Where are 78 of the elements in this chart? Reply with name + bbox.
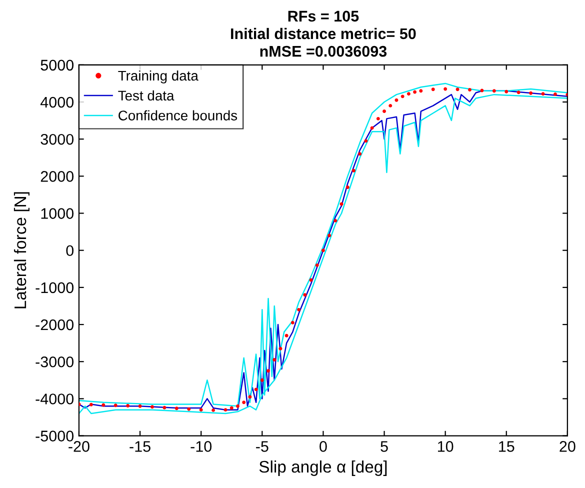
- x-tick-label: 15: [499, 441, 514, 452]
- point: [358, 152, 362, 156]
- point: [89, 402, 93, 406]
- y-tick-label: 1000: [41, 208, 74, 219]
- point: [278, 346, 282, 350]
- y-tick-label: 3000: [40, 134, 74, 145]
- point: [150, 405, 154, 409]
- point: [138, 404, 142, 408]
- point: [126, 404, 130, 408]
- point: [406, 92, 410, 96]
- y-tick-label: -5000: [36, 430, 74, 442]
- point: [413, 90, 417, 94]
- x-tick-label: -10: [190, 441, 212, 452]
- point: [516, 90, 520, 94]
- point: [212, 408, 216, 412]
- point: [303, 293, 307, 297]
- point: [456, 88, 460, 92]
- point: [529, 91, 533, 95]
- point: [230, 406, 234, 410]
- x-axis-title: Slip angle α [deg]: [259, 460, 387, 476]
- point: [321, 248, 325, 252]
- x-tick-label: -20: [68, 441, 90, 452]
- point: [376, 116, 380, 120]
- y-tick-label: 4000: [40, 96, 74, 108]
- point: [102, 403, 106, 407]
- y-tick-label: 0: [66, 245, 74, 256]
- point: [388, 104, 392, 108]
- x-tick-label: -15: [130, 441, 150, 452]
- point: [162, 406, 166, 410]
- point: [364, 139, 368, 143]
- point: [187, 407, 191, 411]
- x-tick-label: 20: [560, 441, 576, 452]
- x-tick-label: 0: [320, 441, 327, 452]
- y-axis-title: Lateral force [N]: [14, 192, 30, 308]
- point: [400, 94, 404, 98]
- point: [431, 88, 435, 92]
- point: [492, 89, 496, 93]
- point: [382, 110, 386, 113]
- point: [224, 408, 228, 412]
- point: [504, 90, 508, 94]
- point: [334, 218, 338, 222]
- point: [254, 388, 258, 392]
- y-tick-label: -1000: [36, 282, 74, 294]
- point: [370, 126, 374, 130]
- legend-label: Test data: [118, 90, 174, 101]
- point: [297, 308, 301, 312]
- y-tick-label: 2000: [40, 171, 74, 182]
- point: [554, 92, 557, 96]
- point: [315, 263, 319, 267]
- point: [248, 395, 252, 399]
- y-tick-label: -4000: [36, 394, 74, 404]
- point: [346, 186, 350, 190]
- point: [114, 404, 118, 408]
- x-tick-label: 10: [438, 441, 454, 452]
- chart-title: RFs = 105 Initial distance metric= 50 nMSE =0.0036093: [231, 10, 416, 57]
- point: [290, 320, 294, 324]
- point: [174, 406, 178, 410]
- point: [236, 404, 240, 408]
- point: [394, 98, 398, 102]
- point: [260, 378, 264, 382]
- y-tick-label: -2000: [36, 319, 74, 330]
- point: [468, 88, 472, 92]
- x-tick-label: -5: [256, 441, 268, 452]
- point: [328, 234, 332, 238]
- point: [444, 87, 448, 91]
- point: [272, 358, 276, 362]
- point: [352, 168, 356, 172]
- legend-label: Confidence bounds: [118, 110, 238, 120]
- point: [284, 334, 288, 338]
- legend-label: Training data: [118, 70, 198, 84]
- point: [242, 400, 246, 404]
- point: [199, 408, 203, 412]
- point: [266, 369, 270, 373]
- x-tick-label: 5: [380, 441, 388, 452]
- y-tick-label: 5000: [40, 60, 74, 71]
- point: [419, 89, 423, 93]
- point: [541, 92, 545, 96]
- y-tick-label: -3000: [36, 356, 74, 368]
